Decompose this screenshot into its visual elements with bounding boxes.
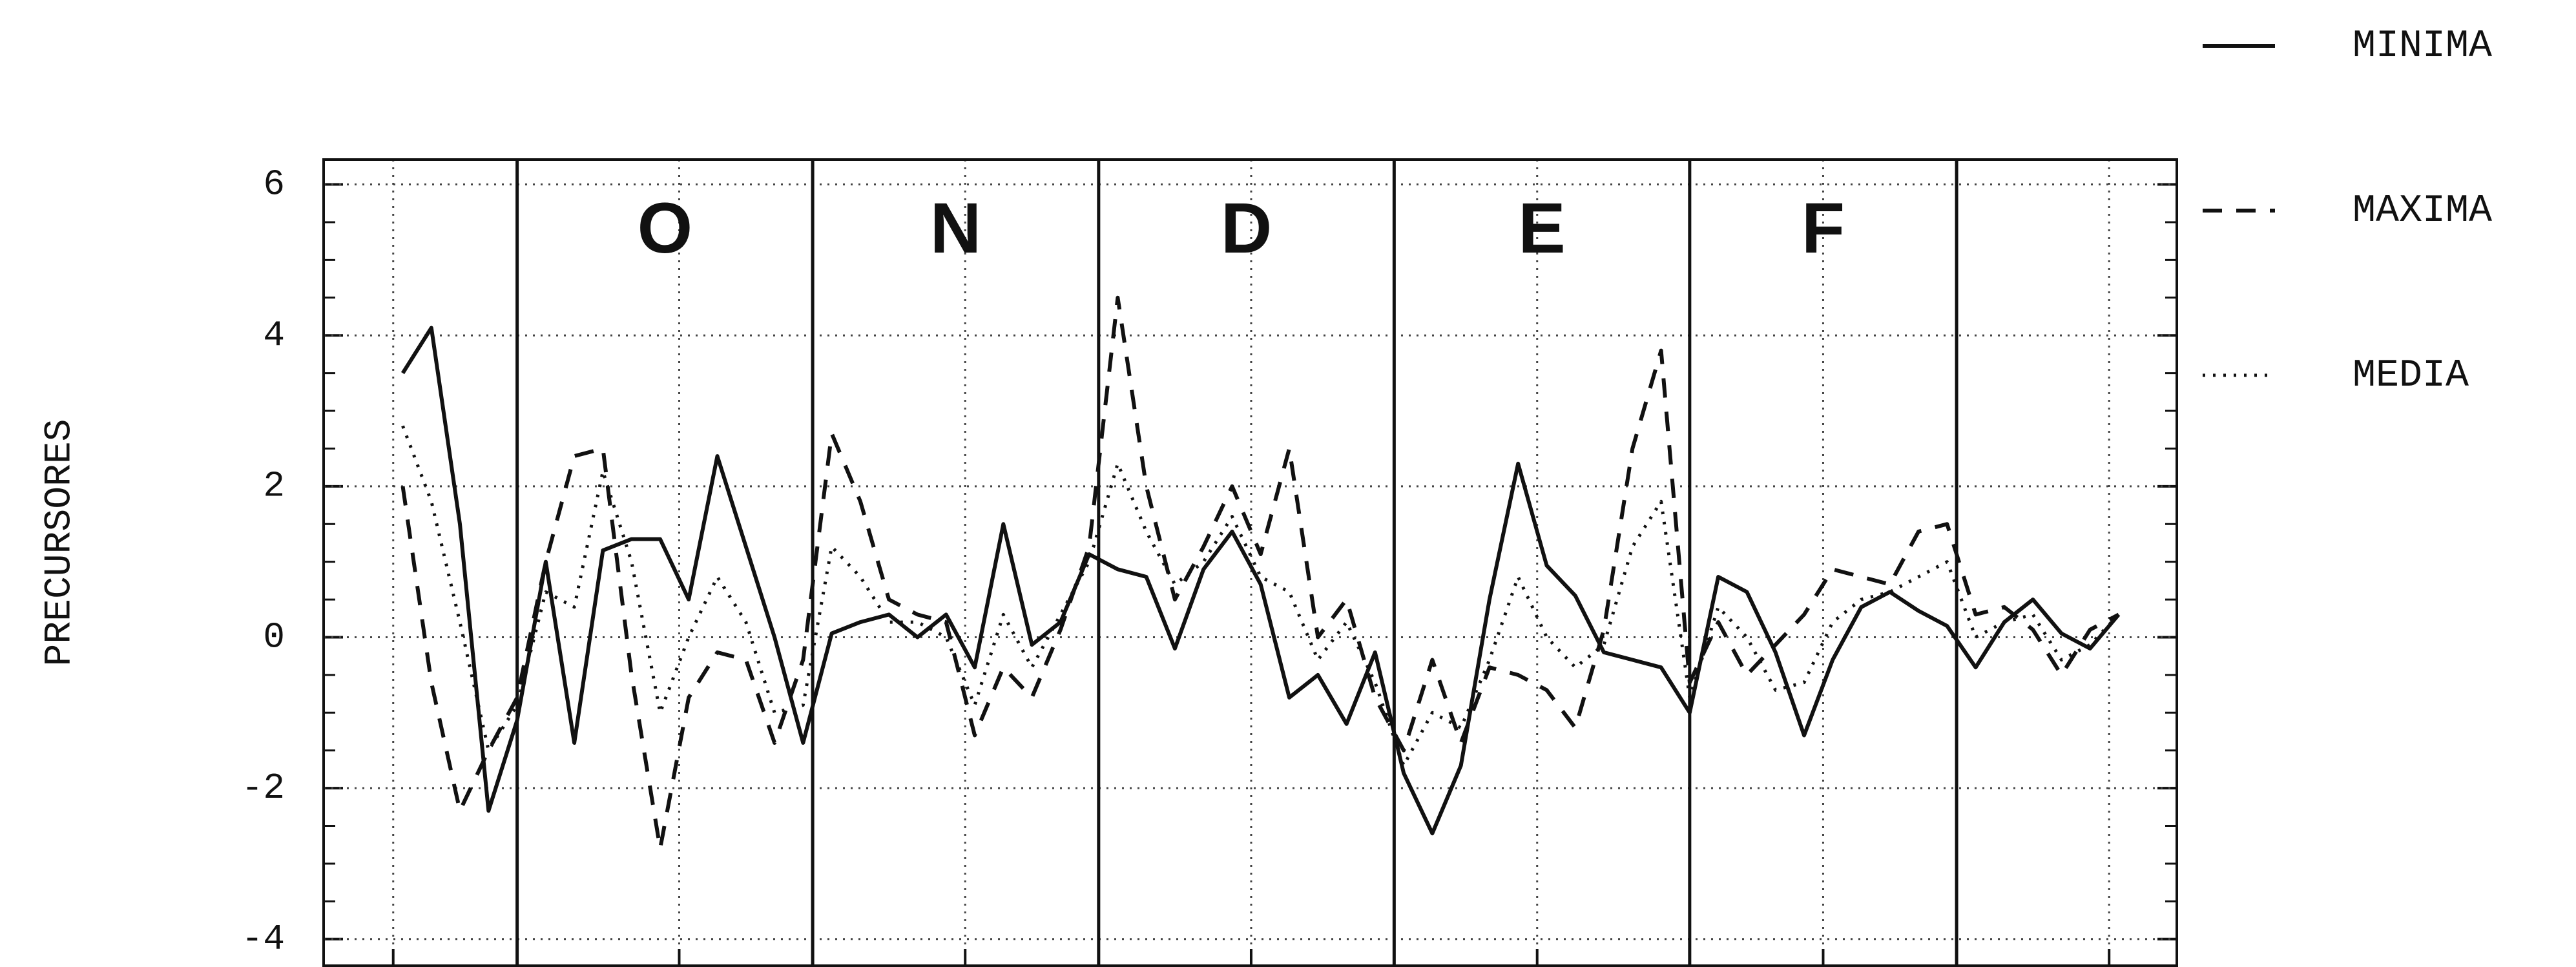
plot-frame <box>322 158 2178 967</box>
month-label: N <box>930 189 981 268</box>
legend-label: MINIMA <box>2353 25 2492 68</box>
series-line <box>400 295 2120 851</box>
legend-label: MEDIA <box>2353 354 2469 398</box>
series-line <box>401 425 2120 767</box>
y-tick-label: 4 <box>263 315 285 356</box>
y-tick-label: -2 <box>242 767 285 809</box>
y-tick-label: 0 <box>263 616 285 658</box>
month-label: F <box>1802 189 1845 268</box>
legend-label: MAXIMA <box>2353 189 2492 233</box>
y-tick-label: 6 <box>263 163 285 205</box>
month-label: D <box>1221 189 1272 268</box>
month-label: E <box>1518 189 1565 268</box>
y-tick-label: 2 <box>263 466 285 507</box>
y-tick-label: -4 <box>242 919 285 960</box>
month-label: O <box>638 189 693 268</box>
series-line <box>400 326 2121 836</box>
y-axis-label: PRECURSORES <box>39 419 81 667</box>
